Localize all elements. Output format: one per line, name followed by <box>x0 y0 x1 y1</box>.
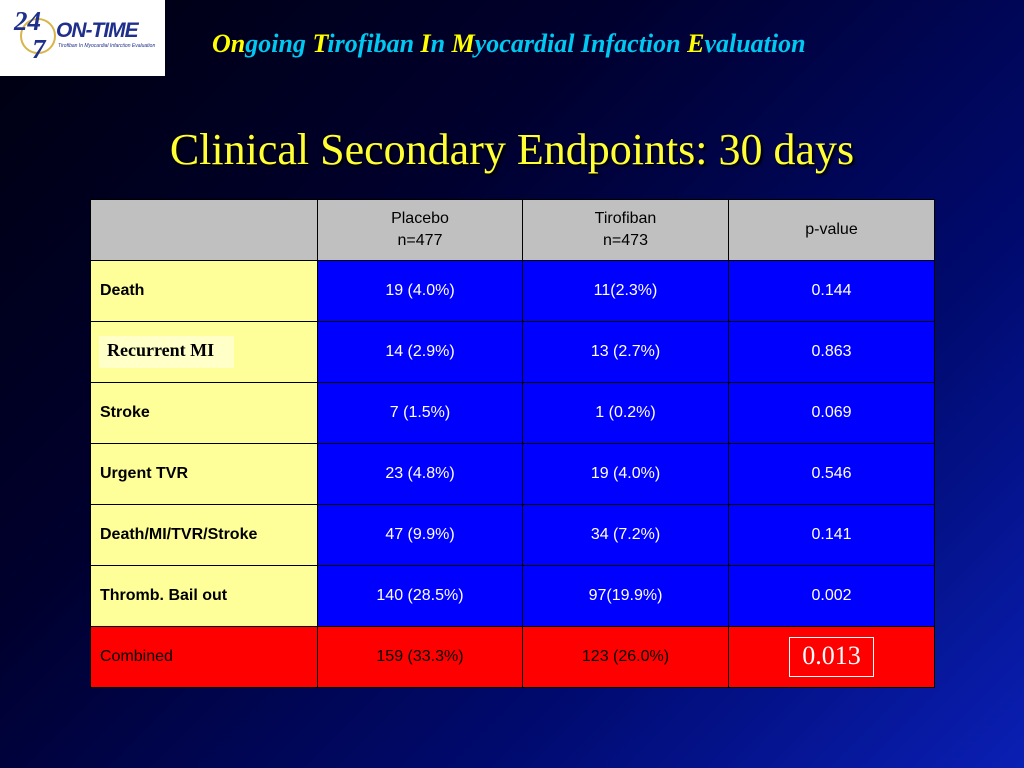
table-row: Recurrent MI 14 (2.9%) 13 (2.7%) 0.863 <box>90 321 935 383</box>
p-value: 0.546 <box>728 443 935 505</box>
logo-number-top: 24 <box>14 6 41 36</box>
placebo-value: 14 (2.9%) <box>317 321 523 383</box>
p-value-cell: 0.013 <box>728 626 935 688</box>
logo-subtitle: Tirofiban In Myocardial Infarction Evalu… <box>58 43 156 49</box>
header-tirofiban-name: Tirofiban <box>594 210 657 228</box>
header-part-3-rest: yocardial Infaction <box>474 29 688 58</box>
p-value-highlight: 0.013 <box>789 637 874 677</box>
placebo-value: 159 (33.3%) <box>317 626 523 688</box>
logo: 24 7 ON-TIME Tirofiban In Myocardial Inf… <box>0 0 165 76</box>
header-part-2-cap: I <box>420 29 431 58</box>
table-header-row: Placebo n=477 Tirofiban n=473 p-value <box>90 199 935 261</box>
placebo-value: 140 (28.5%) <box>317 565 523 627</box>
table-row-combined: Combined 159 (33.3%) 123 (26.0%) 0.013 <box>90 626 935 688</box>
tirofiban-value: 19 (4.0%) <box>522 443 729 505</box>
header-cell-pvalue: p-value <box>728 199 935 261</box>
tirofiban-value: 123 (26.0%) <box>522 626 729 688</box>
header-part-2-rest: n <box>430 29 452 58</box>
slide-title: Clinical Secondary Endpoints: 30 days <box>169 125 855 174</box>
placebo-value: 23 (4.8%) <box>317 443 523 505</box>
p-value: 0.863 <box>728 321 935 383</box>
tirofiban-value: 34 (7.2%) <box>522 504 729 566</box>
row-label: Urgent TVR <box>90 443 318 505</box>
p-value: 0.141 <box>728 504 935 566</box>
table-row: Death/MI/TVR/Stroke 47 (9.9%) 34 (7.2%) … <box>90 504 935 566</box>
p-value: 0.144 <box>728 260 935 322</box>
clock-icon <box>20 18 56 54</box>
table-row: Death 19 (4.0%) 11(2.3%) 0.144 <box>90 260 935 322</box>
tirofiban-value: 11(2.3%) <box>522 260 729 322</box>
header-tirofiban-n: n=473 <box>603 232 648 249</box>
placebo-value: 19 (4.0%) <box>317 260 523 322</box>
logo-number-bottom: 7 <box>32 34 46 64</box>
row-label: Combined <box>90 626 318 688</box>
tirofiban-value: 1 (0.2%) <box>522 382 729 444</box>
row-label: Death <box>90 260 318 322</box>
header-part-0-rest: going <box>245 29 313 58</box>
header-placebo-name: Placebo <box>391 210 449 228</box>
header-part-1-cap: T <box>312 29 328 58</box>
table-row: Thromb. Bail out 140 (28.5%) 97(19.9%) 0… <box>90 565 935 627</box>
placebo-value: 47 (9.9%) <box>317 504 523 566</box>
table-row: Urgent TVR 23 (4.8%) 19 (4.0%) 0.546 <box>90 443 935 505</box>
p-value: 0.002 <box>728 565 935 627</box>
logo-name: ON-TIME <box>56 19 139 42</box>
row-label: Stroke <box>90 382 318 444</box>
row-label: Recurrent MI <box>99 336 235 368</box>
table-row: Stroke 7 (1.5%) 1 (0.2%) 0.069 <box>90 382 935 444</box>
p-value: 0.069 <box>728 382 935 444</box>
header-part-4-rest: valuation <box>704 29 806 58</box>
header-part-0-cap: On <box>212 29 246 58</box>
row-label: Death/MI/TVR/Stroke <box>90 504 318 566</box>
tirofiban-value: 97(19.9%) <box>522 565 729 627</box>
header-part-4-cap: E <box>687 29 705 58</box>
endpoints-table: Placebo n=477 Tirofiban n=473 p-value De… <box>90 199 935 688</box>
tirofiban-value: 13 (2.7%) <box>522 321 729 383</box>
header-cell-empty <box>90 199 318 261</box>
header-part-3-cap: M <box>451 29 475 58</box>
header-cell-tirofiban: Tirofiban n=473 <box>522 199 729 261</box>
header-cell-placebo: Placebo n=477 <box>317 199 523 261</box>
row-label-cell: Recurrent MI <box>90 321 318 383</box>
row-label: Thromb. Bail out <box>90 565 318 627</box>
header-placebo-n: n=477 <box>397 232 443 249</box>
header-part-1-rest: irofiban <box>327 29 421 58</box>
placebo-value: 7 (1.5%) <box>317 382 523 444</box>
header-title: Ongoing Tirofiban In Myocardial Infactio… <box>212 31 1002 57</box>
